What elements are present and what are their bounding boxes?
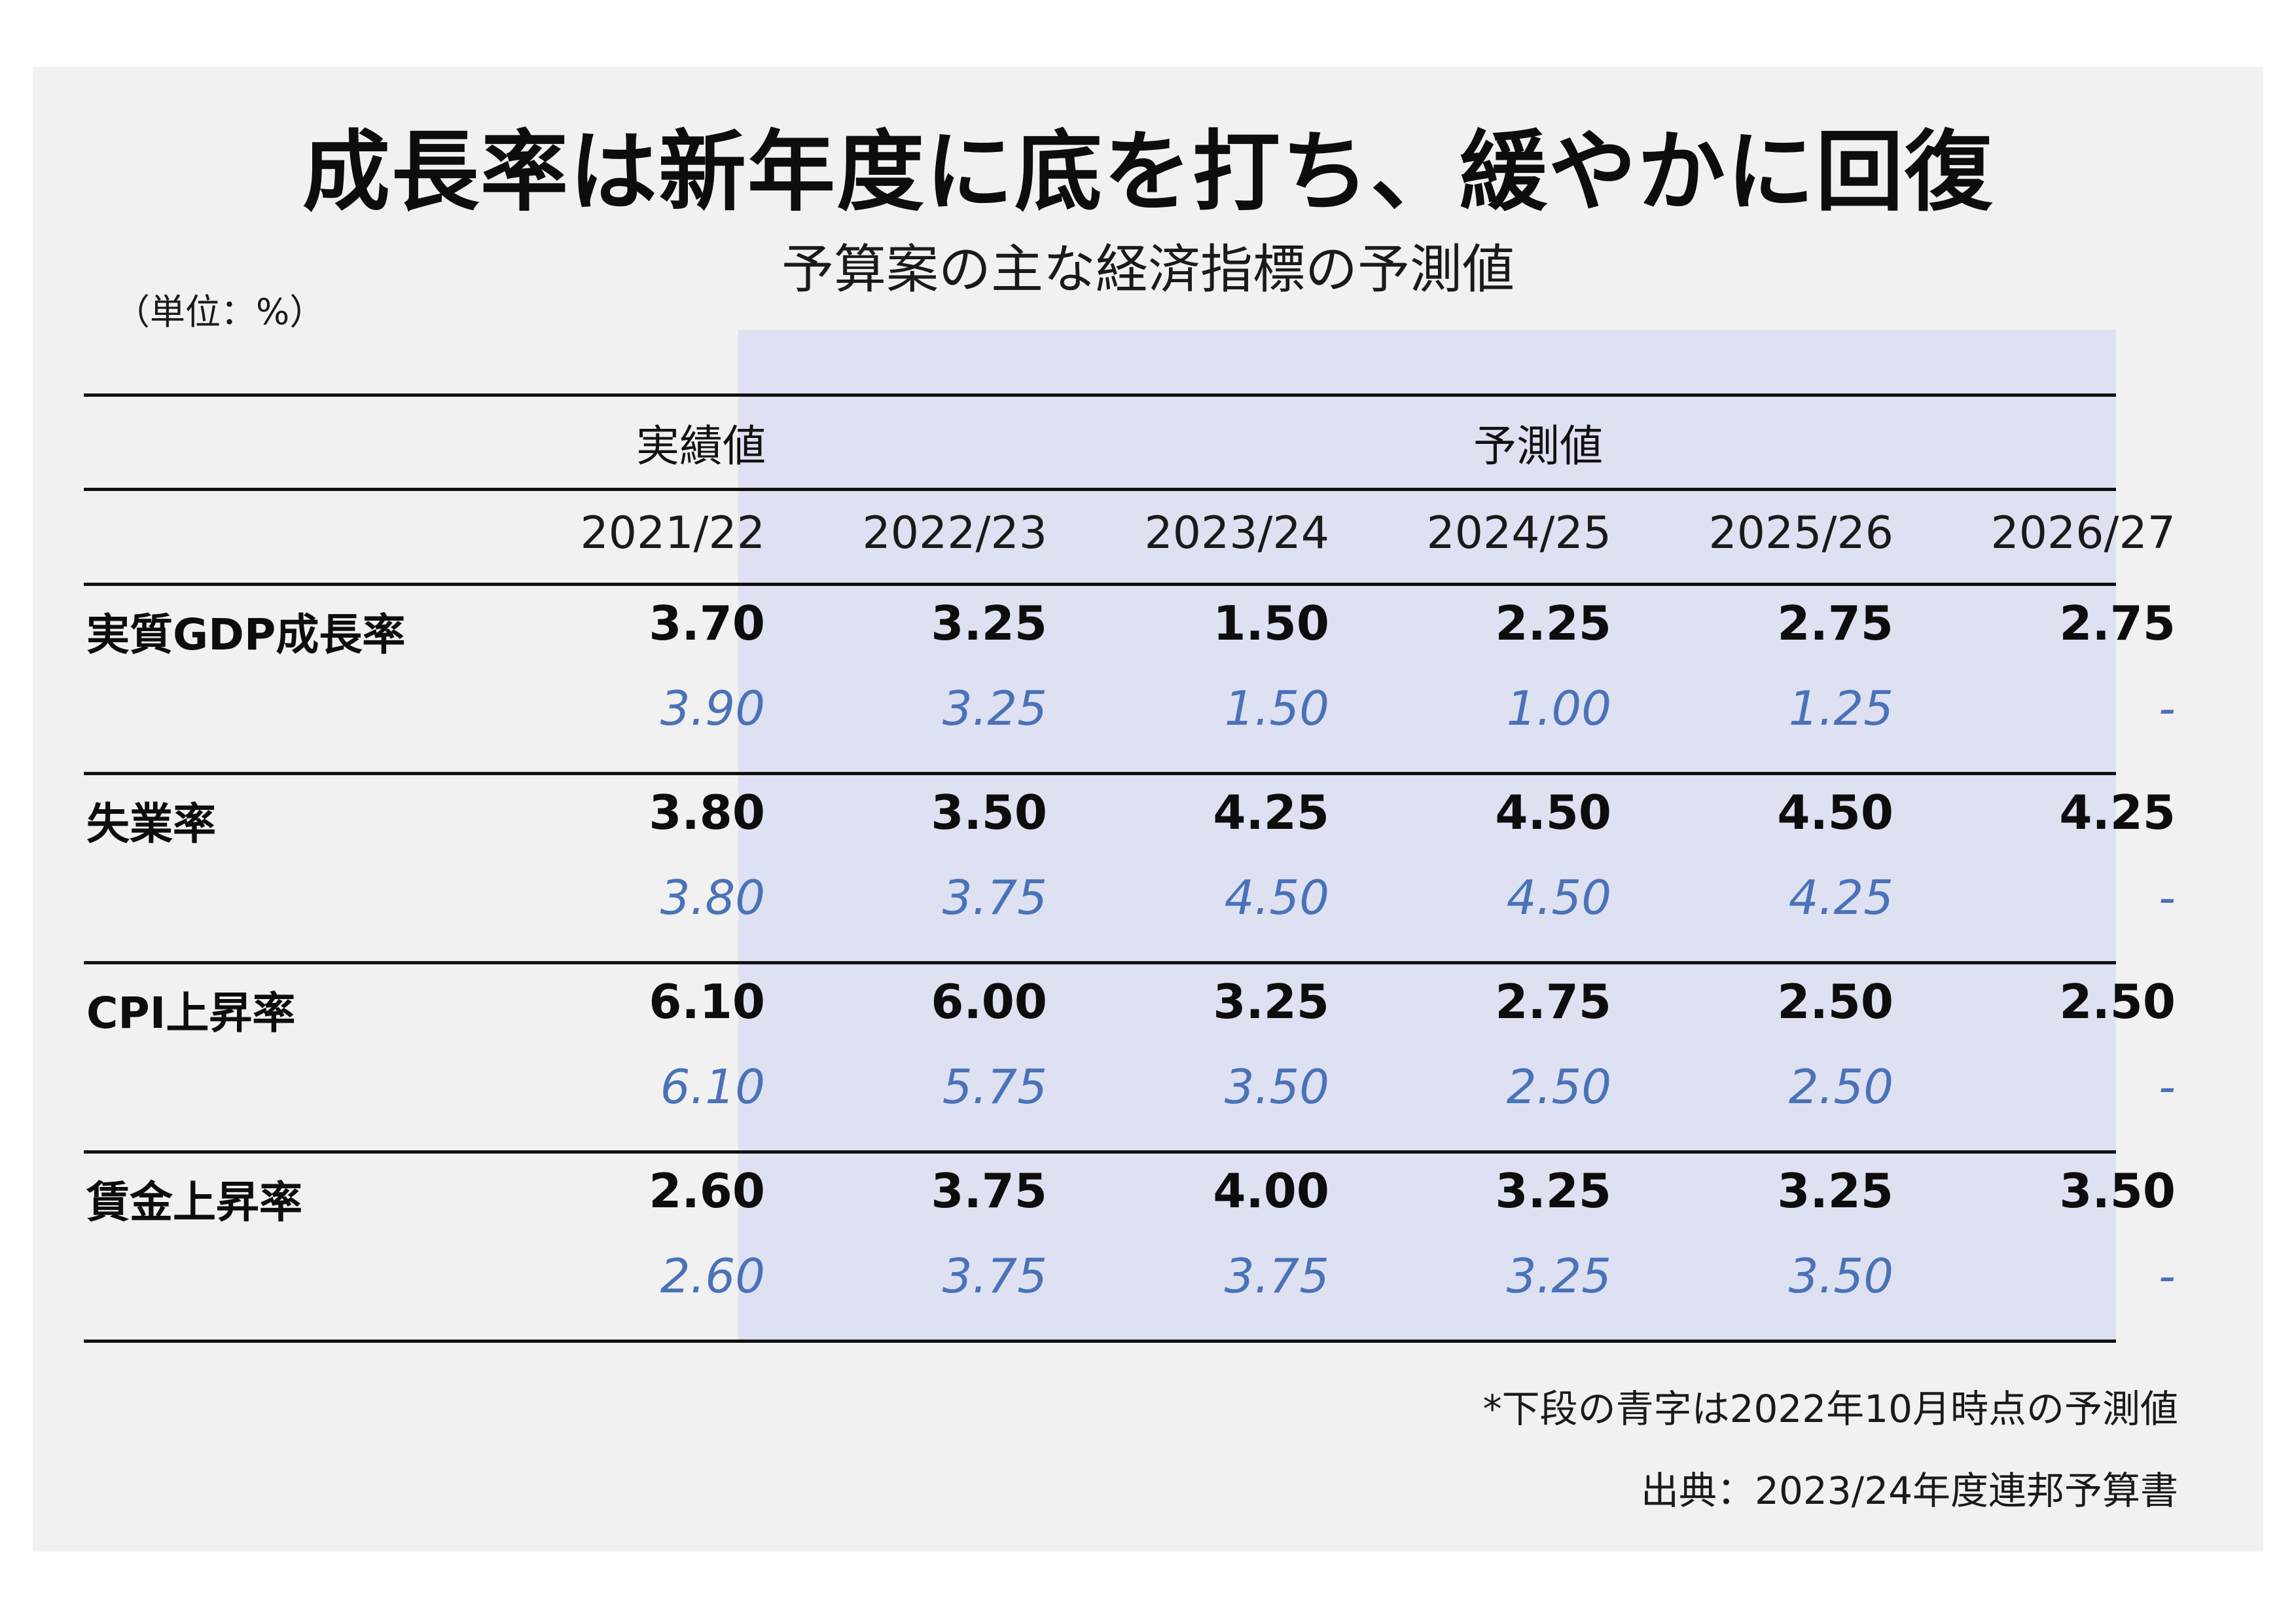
value-current: 2.75 <box>1777 596 1893 651</box>
value-current: 2.25 <box>1495 596 1611 651</box>
value-current: 3.25 <box>931 596 1047 651</box>
value-previous-forecast: 6.10 <box>660 1059 765 1114</box>
year-header: 2021/22 <box>580 507 766 559</box>
value-previous-forecast: 4.50 <box>1224 870 1329 925</box>
value-current: 3.70 <box>649 596 765 651</box>
value-current: 3.25 <box>1213 974 1329 1029</box>
header-forecast: 予測値 <box>1473 421 1603 471</box>
value-current: 4.50 <box>1495 785 1611 840</box>
value-previous-forecast: 3.90 <box>660 681 765 736</box>
value-current: 3.25 <box>1777 1163 1893 1218</box>
value-current: 2.50 <box>1777 974 1893 1029</box>
row-label: CPI上昇率 <box>86 988 296 1038</box>
value-current: 2.50 <box>2059 974 2176 1029</box>
value-current: 4.50 <box>1777 785 1893 840</box>
row-divider <box>84 1150 2116 1154</box>
value-current: 3.75 <box>931 1163 1047 1218</box>
value-current: 3.50 <box>931 785 1047 840</box>
source-note: 出典：2023/24年度連邦予算書 <box>1641 1468 2178 1513</box>
value-current: 4.25 <box>2059 785 2176 840</box>
value-previous-forecast: 4.50 <box>1506 870 1611 925</box>
table-top-rule <box>84 393 2116 397</box>
year-header: 2024/25 <box>1426 507 1612 559</box>
value-previous-forecast: 2.60 <box>660 1249 765 1304</box>
value-current: 2.75 <box>2059 596 2176 651</box>
value-previous-forecast: 1.25 <box>1788 681 1893 736</box>
value-current: 6.00 <box>931 974 1047 1029</box>
value-previous-forecast: 3.50 <box>1224 1059 1329 1114</box>
header-actual: 実績値 <box>636 421 766 471</box>
value-previous-forecast: 3.25 <box>942 681 1047 736</box>
value-previous-forecast: 1.50 <box>1224 681 1329 736</box>
value-previous-forecast: 5.75 <box>942 1059 1047 1114</box>
year-header: 2025/26 <box>1708 507 1894 559</box>
table-bottom-rule <box>84 1340 2116 1343</box>
value-previous-forecast: 3.75 <box>942 870 1047 925</box>
value-previous-forecast: 3.75 <box>1224 1249 1329 1304</box>
unit-note: （単位：%） <box>115 291 325 333</box>
value-previous-forecast: 2.50 <box>1506 1059 1611 1114</box>
value-previous-forecast: 1.00 <box>1506 681 1611 736</box>
year-header: 2022/23 <box>862 507 1048 559</box>
row-label: 賃金上昇率 <box>86 1177 302 1228</box>
footnote: *下段の青字は2022年10月時点の予測値 <box>1482 1387 2178 1431</box>
forecast-column-shading <box>738 330 2116 1340</box>
value-current: 4.25 <box>1213 785 1329 840</box>
value-current: 3.25 <box>1495 1163 1611 1218</box>
group-header-rule <box>84 488 2116 491</box>
value-current: 6.10 <box>649 974 765 1029</box>
value-previous-forecast: - <box>2159 681 2176 736</box>
value-current: 2.75 <box>1495 974 1611 1029</box>
row-label: 失業率 <box>86 799 216 849</box>
year-header: 2023/24 <box>1144 507 1330 559</box>
value-previous-forecast: 3.50 <box>1788 1249 1893 1304</box>
value-current: 1.50 <box>1213 596 1329 651</box>
value-previous-forecast: - <box>2159 870 2176 925</box>
year-header: 2026/27 <box>1990 507 2176 559</box>
value-previous-forecast: 3.75 <box>942 1249 1047 1304</box>
value-previous-forecast: 3.80 <box>660 870 765 925</box>
row-label: 実質GDP成長率 <box>86 610 406 660</box>
value-current: 3.80 <box>649 785 765 840</box>
page-title: 成長率は新年度に底を打ち、緩やかに回復 <box>302 121 1994 223</box>
row-divider <box>84 961 2116 964</box>
row-divider <box>84 772 2116 775</box>
value-previous-forecast: 3.25 <box>1506 1249 1611 1304</box>
value-previous-forecast: - <box>2159 1249 2176 1304</box>
value-current: 4.00 <box>1213 1163 1329 1218</box>
value-previous-forecast: - <box>2159 1059 2176 1114</box>
value-current: 3.50 <box>2059 1163 2176 1218</box>
value-previous-forecast: 2.50 <box>1788 1059 1893 1114</box>
page-subtitle: 予算案の主な経済指標の予測値 <box>781 239 1515 300</box>
value-previous-forecast: 4.25 <box>1788 870 1893 925</box>
year-header-rule <box>84 583 2116 586</box>
value-current: 2.60 <box>649 1163 765 1218</box>
